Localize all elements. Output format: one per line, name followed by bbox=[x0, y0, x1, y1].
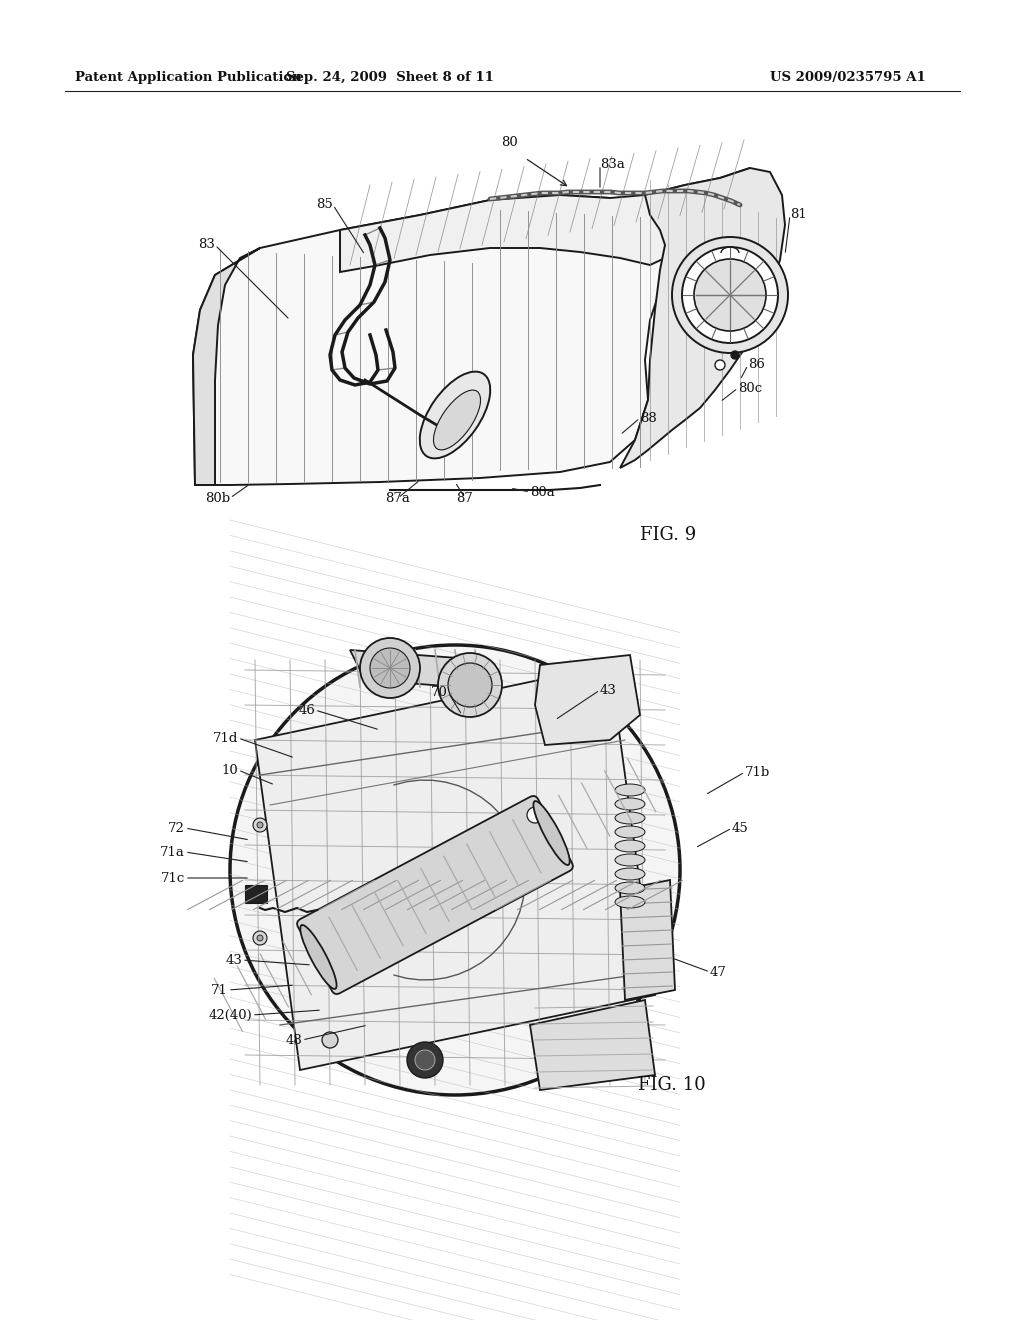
Text: 71: 71 bbox=[211, 983, 228, 997]
Circle shape bbox=[682, 247, 778, 343]
Ellipse shape bbox=[615, 812, 645, 824]
Text: 80c: 80c bbox=[738, 381, 762, 395]
Polygon shape bbox=[530, 1001, 655, 1090]
Circle shape bbox=[253, 931, 267, 945]
Circle shape bbox=[715, 360, 725, 370]
Text: Sep. 24, 2009  Sheet 8 of 11: Sep. 24, 2009 Sheet 8 of 11 bbox=[286, 71, 494, 84]
Text: 72: 72 bbox=[168, 821, 185, 834]
Text: 71d: 71d bbox=[213, 731, 238, 744]
Text: 86: 86 bbox=[748, 359, 765, 371]
FancyBboxPatch shape bbox=[245, 884, 267, 903]
Text: 71b: 71b bbox=[745, 766, 770, 779]
Text: 83a: 83a bbox=[600, 158, 625, 172]
Ellipse shape bbox=[534, 801, 569, 865]
Text: Patent Application Publication: Patent Application Publication bbox=[75, 71, 302, 84]
Polygon shape bbox=[255, 665, 655, 1071]
Circle shape bbox=[415, 1049, 435, 1071]
Circle shape bbox=[253, 818, 267, 832]
Circle shape bbox=[322, 1032, 338, 1048]
Circle shape bbox=[230, 645, 680, 1096]
Polygon shape bbox=[350, 649, 500, 690]
Ellipse shape bbox=[615, 826, 645, 838]
Text: 10: 10 bbox=[221, 763, 238, 776]
Circle shape bbox=[370, 648, 410, 688]
Ellipse shape bbox=[615, 840, 645, 851]
Circle shape bbox=[407, 1041, 443, 1078]
Text: 80: 80 bbox=[502, 136, 518, 149]
Text: US 2009/0235795 A1: US 2009/0235795 A1 bbox=[770, 71, 926, 84]
Text: 81: 81 bbox=[790, 209, 807, 222]
Ellipse shape bbox=[420, 372, 490, 458]
Circle shape bbox=[527, 807, 543, 822]
Circle shape bbox=[449, 663, 492, 708]
Text: 43: 43 bbox=[600, 684, 616, 697]
Text: FIG. 10: FIG. 10 bbox=[638, 1076, 706, 1094]
Ellipse shape bbox=[615, 784, 645, 796]
Text: 87a: 87a bbox=[386, 491, 411, 504]
Text: 80b: 80b bbox=[205, 491, 230, 504]
Text: 87: 87 bbox=[457, 491, 473, 504]
Text: 83: 83 bbox=[198, 239, 215, 252]
FancyBboxPatch shape bbox=[297, 796, 573, 994]
Circle shape bbox=[694, 259, 766, 331]
Circle shape bbox=[438, 653, 502, 717]
Polygon shape bbox=[193, 195, 672, 484]
Ellipse shape bbox=[300, 925, 337, 989]
Polygon shape bbox=[340, 168, 750, 272]
Circle shape bbox=[731, 351, 739, 359]
Circle shape bbox=[360, 638, 420, 698]
Ellipse shape bbox=[615, 854, 645, 866]
Ellipse shape bbox=[615, 869, 645, 880]
Text: 47: 47 bbox=[710, 965, 727, 978]
Circle shape bbox=[672, 238, 788, 352]
Text: 46: 46 bbox=[298, 704, 315, 717]
Text: 70: 70 bbox=[431, 685, 449, 698]
Ellipse shape bbox=[433, 391, 480, 450]
Text: 85: 85 bbox=[316, 198, 333, 211]
Polygon shape bbox=[193, 248, 260, 484]
Ellipse shape bbox=[615, 882, 645, 894]
Polygon shape bbox=[535, 655, 640, 744]
Text: 42(40): 42(40) bbox=[208, 1008, 252, 1022]
Polygon shape bbox=[620, 168, 785, 469]
Circle shape bbox=[257, 935, 263, 941]
Ellipse shape bbox=[615, 799, 645, 810]
Text: 71c: 71c bbox=[161, 871, 185, 884]
Circle shape bbox=[257, 822, 263, 828]
Text: 45: 45 bbox=[732, 821, 749, 834]
Text: 80a: 80a bbox=[530, 486, 555, 499]
Text: 48: 48 bbox=[286, 1034, 302, 1047]
Text: FIG. 9: FIG. 9 bbox=[640, 525, 696, 544]
Ellipse shape bbox=[615, 896, 645, 908]
Text: 71a: 71a bbox=[160, 846, 185, 858]
Text: 88: 88 bbox=[640, 412, 656, 425]
Text: 43: 43 bbox=[225, 953, 242, 966]
Polygon shape bbox=[620, 880, 675, 1001]
